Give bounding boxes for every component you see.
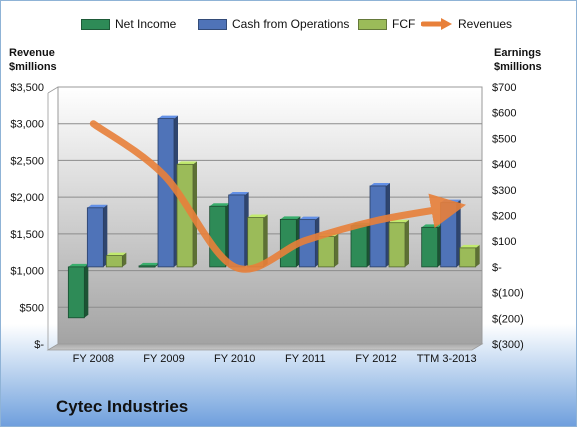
legend-swatch: [81, 18, 110, 30]
bar-cash-from-operations: [86, 204, 108, 268]
left-tick-label: $3,500: [10, 82, 44, 94]
bar-fcf: [459, 244, 480, 268]
bar-top: [280, 216, 301, 220]
bar-front: [228, 194, 246, 268]
category-label: FY 2008: [73, 353, 114, 365]
bar-front: [350, 225, 368, 268]
bar-side: [103, 204, 108, 267]
bar-top: [177, 161, 197, 165]
bar-fcf: [247, 214, 268, 268]
category-label: FY 2009: [143, 353, 184, 365]
legend-item-revenues: Revenues: [421, 17, 512, 31]
category-label: FY 2010: [214, 353, 255, 365]
bar-side: [263, 214, 268, 267]
bar-side: [84, 263, 89, 318]
category-label: FY 2011: [285, 353, 326, 365]
company-name: Cytec Industries: [56, 397, 189, 416]
legend-item-fcf: FCF: [358, 17, 415, 31]
right-tick-label: $(300): [492, 339, 524, 351]
bar-front: [459, 247, 477, 268]
bar-front: [157, 118, 175, 268]
legend-label: Net Income: [115, 17, 177, 31]
legend-swatch: [358, 18, 387, 30]
bar-front: [369, 185, 387, 268]
bar-side: [405, 219, 409, 267]
bar-front: [388, 222, 406, 268]
bar-side: [334, 233, 339, 267]
right-axis-title: Earnings $millions: [494, 46, 542, 74]
bar-top: [459, 244, 480, 248]
left-tick-label: $1,000: [10, 266, 44, 278]
bar-front: [138, 265, 156, 268]
bar-side: [122, 252, 127, 267]
bar-top: [158, 115, 178, 119]
legend-item-net-income: Net Income: [81, 17, 176, 31]
line-revenues: [89, 120, 466, 273]
left-tick-label: $500: [20, 302, 44, 314]
legend-label: FCF: [392, 17, 416, 31]
bar-top: [299, 216, 320, 220]
left-tick-label: $-: [34, 339, 44, 351]
bar-top: [209, 203, 230, 207]
bar-top: [139, 262, 159, 266]
bar-net-income: [421, 224, 442, 268]
left-tick-label: $2,000: [10, 192, 44, 204]
bar-front: [317, 236, 335, 268]
right-tick-label: $300: [492, 185, 516, 197]
legend-label: Revenues: [458, 17, 513, 31]
right-tick-label: $200: [492, 211, 516, 223]
bar-front: [421, 226, 439, 268]
right-tick-label: $400: [492, 159, 516, 171]
bar-front: [86, 207, 104, 268]
right-tick-label: $(100): [492, 288, 524, 300]
right-tick-label: $700: [492, 82, 516, 94]
left-axis-title: Revenue $millions: [9, 46, 57, 74]
bar-top: [87, 204, 108, 208]
legend-item-cash-from-operations: Cash from Operations: [198, 17, 349, 31]
left-tick-label: $3,000: [10, 119, 44, 131]
bar-cash-from-operations: [228, 191, 249, 268]
bar-fcf: [388, 219, 409, 268]
plot-left-wall-edge: [47, 86, 59, 94]
plot-floor: [46, 343, 484, 351]
left-tick-label: $1,500: [10, 229, 44, 241]
bar-top: [370, 182, 390, 186]
bar-top: [106, 252, 127, 256]
bar-top: [247, 214, 268, 218]
bar-side: [475, 244, 480, 267]
bar-fcf: [105, 252, 127, 268]
bar-top: [228, 191, 249, 195]
right-tick-label: $-: [492, 262, 502, 274]
legend-arrow-icon: [421, 18, 452, 30]
right-tick-label: $600: [492, 108, 516, 120]
left-tick-label: $2,500: [10, 155, 44, 167]
left-axis-title-line2: $millions: [9, 61, 57, 73]
bar-front: [67, 266, 85, 319]
right-tick-label: $500: [492, 133, 516, 145]
right-axis-title-line1: Earnings: [494, 47, 542, 59]
right-tick-label: $100: [492, 236, 516, 248]
category-label: TTM 3-2013: [417, 353, 477, 365]
bar-front: [247, 217, 265, 268]
category-label: FY 2012: [355, 353, 396, 365]
legend-label: Cash from Operations: [232, 17, 350, 31]
bar-net-income: [67, 263, 89, 319]
right-tick-label: $(200): [492, 313, 524, 325]
bar-front: [105, 255, 123, 268]
bar-top: [68, 263, 89, 267]
legend-swatch: [198, 18, 227, 30]
right-axis-title-line2: $millions: [494, 61, 542, 73]
left-axis-title-line1: Revenue: [9, 47, 55, 59]
